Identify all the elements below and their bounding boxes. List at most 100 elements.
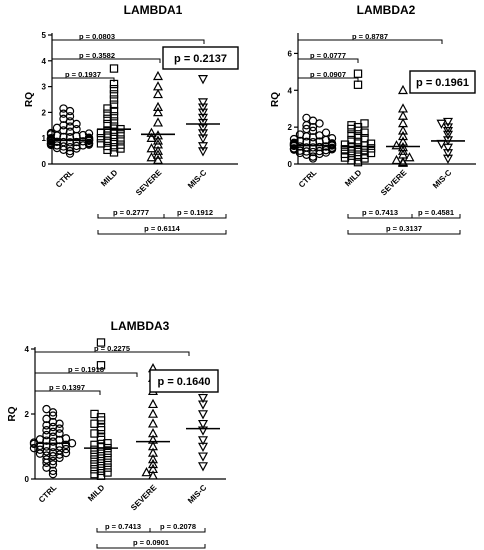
boxed-p-value: p = 0.1640 (158, 376, 211, 388)
data-point (308, 147, 318, 157)
data-point (197, 393, 209, 404)
data-point (35, 445, 45, 454)
boxed-p-value-frame (409, 70, 476, 94)
comparison-bracket (347, 230, 461, 235)
data-point (96, 134, 106, 143)
y-tick-label: 6 (288, 49, 293, 58)
data-point (197, 103, 209, 113)
comparison-bracket (51, 39, 205, 44)
comparison-bracket (297, 58, 359, 63)
y-axis-label: RQ (24, 92, 35, 107)
data-point (197, 75, 209, 85)
data-point (109, 122, 119, 131)
panel-lambda3: LAMBDA3 0 2 4 RQ CTRL MILD SEVERE MIS-C p = 0.227… (7, 319, 226, 549)
data-point (397, 125, 409, 135)
data-point (391, 154, 402, 165)
data-point (321, 128, 331, 137)
data-point (197, 113, 209, 124)
data-point (103, 463, 112, 472)
y-tick-label: 4 (288, 86, 293, 95)
data-point (42, 455, 51, 464)
data-point (353, 80, 363, 89)
data-point (48, 411, 58, 420)
data-point (147, 398, 159, 409)
data-point (289, 138, 299, 148)
data-point (72, 141, 81, 151)
data-point (366, 139, 376, 148)
data-point (197, 147, 209, 157)
data-point (353, 152, 363, 161)
comparison-p-value: p = 0.7413 (105, 522, 141, 531)
category-label: MIS-C (431, 168, 454, 191)
data-point (42, 404, 51, 414)
comparison-bracket (411, 214, 461, 219)
y-tick-label: 0 (42, 160, 47, 169)
data-point (302, 113, 311, 123)
data-point (42, 414, 51, 424)
comparison-bracket (96, 544, 206, 549)
data-point (109, 84, 119, 94)
data-point (197, 98, 209, 108)
category-label: MILD (99, 168, 119, 188)
comparison-p-value: p = 0.1918 (68, 365, 104, 374)
data-point (65, 149, 75, 158)
comparison-bracket (297, 39, 443, 44)
y-tick-label: 0 (288, 160, 293, 169)
data-point (397, 156, 409, 166)
data-point (340, 149, 350, 159)
data-point (360, 134, 369, 143)
data-point (197, 452, 209, 462)
data-point (116, 130, 125, 139)
data-point (42, 430, 51, 440)
data-point (59, 104, 68, 113)
data-point (147, 454, 159, 464)
data-point (404, 152, 415, 162)
data-point (397, 130, 409, 141)
data-point (302, 143, 311, 152)
data-point (147, 408, 159, 418)
data-point (103, 468, 112, 477)
data-point (48, 417, 58, 427)
comparison-p-value: p = 0.3137 (386, 224, 422, 233)
data-point (59, 121, 68, 130)
comparison-p-value: p = 0.0901 (133, 538, 169, 547)
category-label: SEVERE (129, 483, 159, 513)
data-point (442, 127, 454, 137)
data-point (109, 143, 119, 152)
data-point (84, 129, 94, 138)
comparison-bracket (34, 372, 138, 377)
data-point (147, 458, 159, 469)
comparison-p-value: p = 0.2078 (160, 522, 196, 531)
data-point (397, 110, 409, 120)
category-label: MIS-C (186, 483, 209, 506)
data-point (397, 103, 409, 113)
data-point (116, 135, 125, 144)
category-label: MIS-C (186, 168, 209, 191)
comparison-p-value: p = 0.7413 (362, 208, 398, 217)
data-point (397, 136, 409, 146)
data-point (353, 69, 363, 78)
data-point (197, 419, 209, 430)
data-point (103, 109, 112, 118)
data-point (152, 135, 164, 145)
data-point (48, 469, 58, 479)
data-point (109, 100, 119, 109)
data-point (152, 88, 164, 99)
data-point (315, 142, 324, 152)
category-label: SEVERE (134, 168, 164, 198)
data-point (109, 127, 119, 136)
comparison-p-value: p = 0.0777 (310, 51, 346, 60)
category-label: MILD (86, 483, 106, 503)
data-point (146, 132, 157, 142)
y-tick-label: 4 (25, 345, 30, 354)
data-point (146, 127, 157, 137)
data-point (103, 119, 112, 129)
comparison-bracket (51, 77, 115, 82)
boxed-p-value-frame (162, 46, 239, 70)
panel-lambda1: LAMBDA1 0 1 2 3 4 5 RQ CTRL MILD SEVERE MIS-C p = 0.… (24, 3, 239, 235)
data-point (327, 133, 337, 143)
data-point (289, 144, 299, 153)
y-tick-label: 2 (42, 108, 47, 117)
data-point (109, 64, 119, 73)
data-point (147, 434, 159, 444)
